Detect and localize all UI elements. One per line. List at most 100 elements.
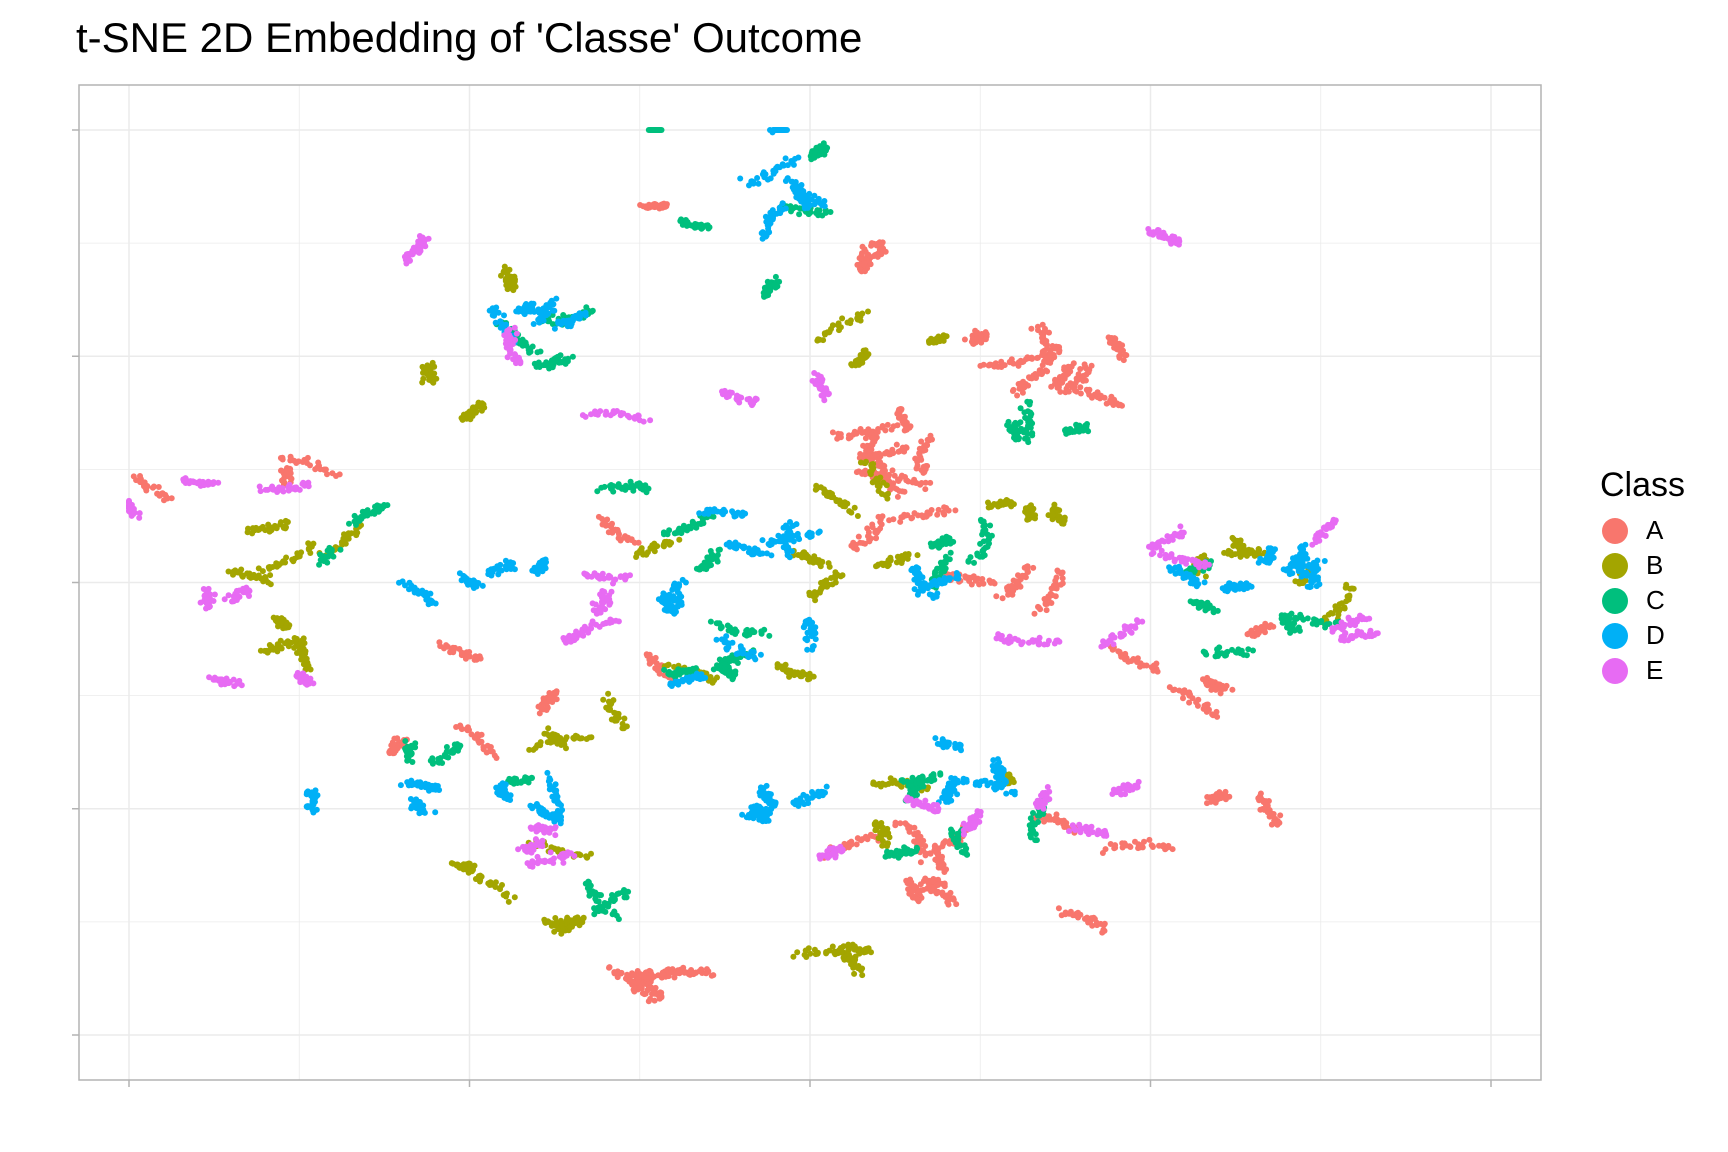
data-point xyxy=(768,552,775,559)
data-point xyxy=(934,888,941,895)
data-point xyxy=(291,457,298,464)
data-point xyxy=(307,666,314,673)
data-point xyxy=(629,972,636,979)
data-point xyxy=(1112,842,1119,849)
data-point xyxy=(681,969,688,976)
data-point xyxy=(862,540,868,547)
data-point xyxy=(1127,844,1134,850)
data-point xyxy=(811,201,818,208)
data-point xyxy=(897,406,904,412)
data-point xyxy=(739,811,746,818)
data-point xyxy=(980,538,987,545)
data-point xyxy=(1202,679,1209,686)
data-point xyxy=(1067,380,1074,387)
data-point xyxy=(856,265,863,272)
data-point xyxy=(877,519,884,525)
data-point xyxy=(933,857,940,864)
data-point xyxy=(802,947,809,954)
data-point xyxy=(897,518,904,525)
data-point xyxy=(679,576,686,583)
data-point xyxy=(823,950,830,957)
data-point xyxy=(903,444,910,451)
data-point xyxy=(1286,625,1293,632)
data-point xyxy=(636,480,643,487)
data-point xyxy=(238,566,245,573)
data-point xyxy=(457,742,464,749)
data-point xyxy=(1058,570,1065,577)
data-point xyxy=(889,467,896,474)
data-point xyxy=(810,673,817,680)
data-point xyxy=(1229,686,1236,693)
data-point xyxy=(605,690,612,697)
data-point xyxy=(836,497,843,504)
data-point xyxy=(1054,567,1061,574)
data-point xyxy=(941,869,948,875)
data-point xyxy=(953,901,960,908)
data-point xyxy=(279,456,286,463)
data-point xyxy=(1077,366,1084,372)
data-point xyxy=(745,811,752,818)
data-point xyxy=(1006,771,1013,778)
data-point xyxy=(909,514,916,521)
data-point xyxy=(545,694,552,700)
data-point xyxy=(945,901,952,908)
data-point xyxy=(914,552,921,559)
data-point xyxy=(1084,914,1090,921)
data-point xyxy=(895,854,902,861)
data-point xyxy=(1081,361,1088,368)
data-point xyxy=(707,618,714,625)
data-point xyxy=(1277,812,1284,819)
data-point xyxy=(1146,836,1153,843)
data-point xyxy=(453,862,460,869)
data-point xyxy=(808,530,815,537)
data-point xyxy=(576,315,583,322)
data-point xyxy=(846,508,853,515)
data-point xyxy=(1005,418,1012,425)
data-point xyxy=(786,554,793,561)
data-point xyxy=(1249,632,1256,639)
data-point xyxy=(917,859,924,866)
data-point xyxy=(1240,549,1246,556)
data-point xyxy=(856,950,863,957)
data-point xyxy=(922,852,929,859)
data-point xyxy=(547,777,554,783)
data-point xyxy=(259,523,266,530)
data-point xyxy=(280,476,287,482)
data-point xyxy=(671,974,678,981)
data-point xyxy=(333,473,339,479)
data-point xyxy=(1350,585,1357,592)
data-point xyxy=(862,946,869,953)
data-point xyxy=(884,472,891,479)
data-point xyxy=(501,312,507,319)
data-point xyxy=(737,175,744,182)
data-point xyxy=(1028,502,1034,509)
data-point xyxy=(553,690,560,697)
data-point xyxy=(1222,652,1228,659)
data-point xyxy=(606,964,612,971)
data-point xyxy=(884,495,891,502)
data-point xyxy=(1082,377,1089,384)
data-point xyxy=(381,502,388,509)
data-point xyxy=(1024,430,1031,437)
data-point xyxy=(1044,368,1051,375)
data-point xyxy=(536,319,543,326)
data-point xyxy=(1137,663,1143,670)
data-point xyxy=(602,908,609,915)
data-point xyxy=(940,839,947,846)
data-point xyxy=(644,652,651,659)
data-point xyxy=(288,475,295,482)
data-point xyxy=(511,566,518,573)
data-point xyxy=(821,203,828,210)
data-point xyxy=(1276,819,1283,826)
data-point xyxy=(435,786,442,793)
data-point xyxy=(661,200,667,207)
data-point xyxy=(661,531,667,538)
data-point xyxy=(874,241,881,248)
data-point xyxy=(703,970,710,977)
data-point xyxy=(286,465,293,472)
data-point xyxy=(429,755,436,762)
data-point xyxy=(947,549,954,556)
data-point xyxy=(263,647,270,654)
data-point xyxy=(911,824,918,831)
data-point xyxy=(806,592,813,599)
